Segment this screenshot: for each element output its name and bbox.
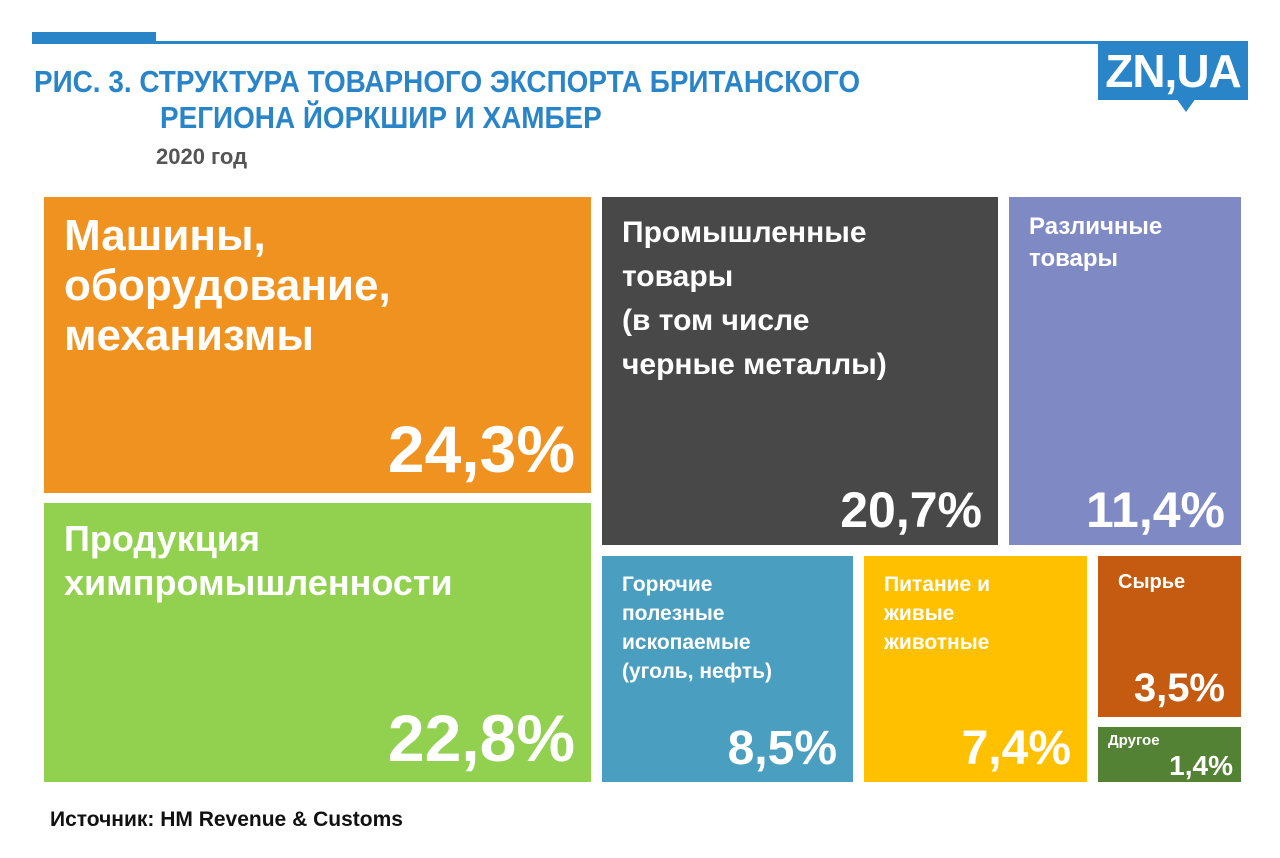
- header-rule: [32, 41, 1248, 44]
- tile-label: Промышленные товары (в том числе черные …: [622, 216, 887, 381]
- source-note: Источник: HM Revenue & Customs: [50, 808, 403, 831]
- treemap-tile-other: Другое 1,4%: [1098, 727, 1241, 782]
- treemap-tile-food-live-animals: Питание и живые животные 7,4%: [864, 556, 1087, 782]
- title-line-1: РИС. 3. СТРУКТУРА ТОВАРНОГО ЭКСПОРТА БРИ…: [34, 64, 861, 99]
- tile-label: Различные товары: [1029, 213, 1163, 272]
- subtitle-year: 2020 год: [156, 144, 248, 169]
- tile-label: Питание и живые животные: [884, 573, 990, 654]
- tile-value-label: 24,3%: [387, 412, 575, 486]
- treemap-tile-mineral-fuels: Горючие полезные ископаемые (уголь, нефт…: [602, 556, 853, 782]
- tile-value-label: 11,4%: [1085, 482, 1225, 538]
- tile-value-label: 20,7%: [840, 482, 982, 538]
- tile-label: Горючие полезные ископаемые (уголь, нефт…: [622, 573, 773, 683]
- treemap-tile-miscellaneous-goods: Различные товары 11,4%: [1009, 197, 1241, 545]
- tile-value-label: 3,5%: [1133, 666, 1225, 710]
- tile-value-label: 22,8%: [387, 701, 575, 775]
- title-line-2: РЕГИОНА ЙОРКШИР И ХАМБЕР: [160, 100, 602, 135]
- treemap-tile-chemicals: Продукция химпромышленности 22,8%: [44, 503, 591, 782]
- treemap-tile-machinery: Машины, оборудование, механизмы 24,3%: [44, 197, 591, 493]
- tile-value-label: 1,4%: [1169, 750, 1233, 781]
- tile-value-label: 7,4%: [961, 722, 1071, 775]
- tile-value-label: 8,5%: [727, 722, 837, 775]
- tile-label: Машины, оборудование, механизмы: [64, 211, 391, 360]
- tile-label: Продукция химпромышленности: [64, 518, 453, 603]
- zn-ua-logo: ZN,UA: [1098, 42, 1248, 112]
- treemap-tile-raw-materials: Сырье 3,5%: [1098, 556, 1241, 717]
- treemap-tile-manufactured-goods: Промышленные товары (в том числе черные …: [602, 197, 998, 545]
- tile-label: Сырье: [1118, 571, 1186, 593]
- tile-label: Другое: [1108, 732, 1160, 749]
